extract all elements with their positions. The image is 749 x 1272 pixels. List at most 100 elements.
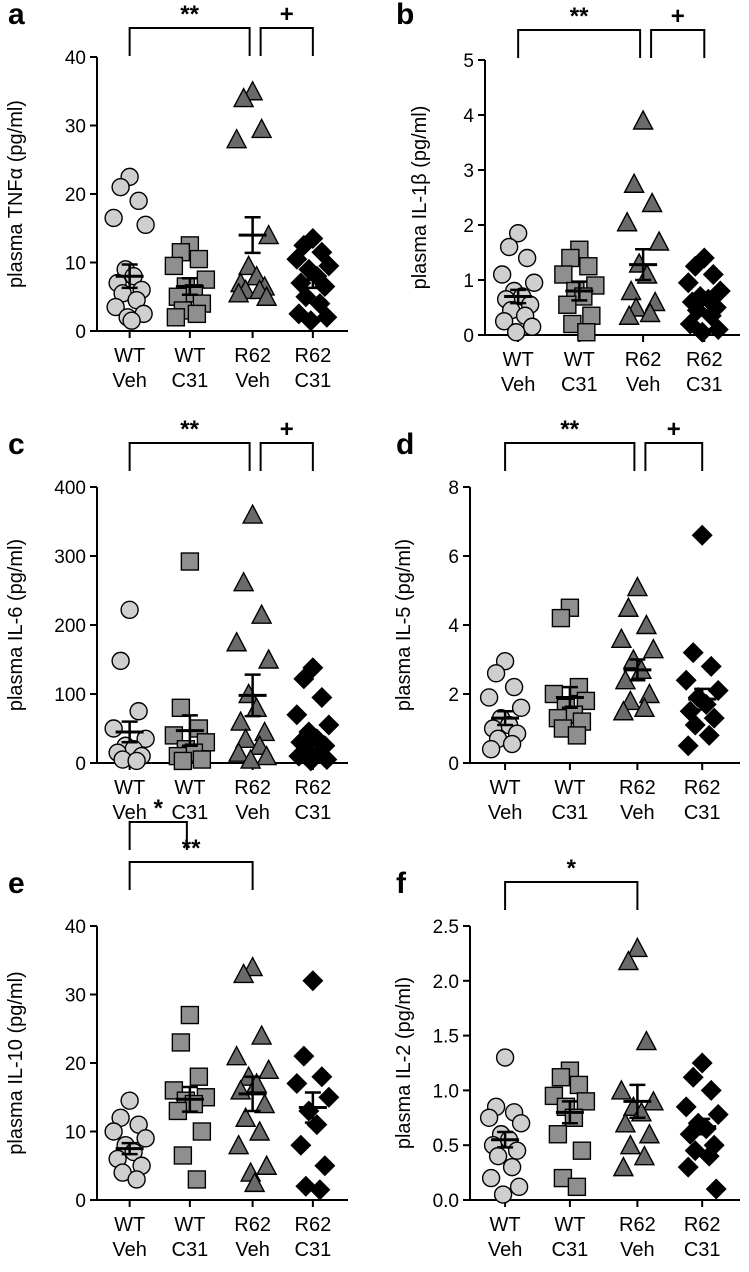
data-point <box>700 1079 722 1101</box>
data-point <box>232 962 255 984</box>
x-tick-label: WT <box>114 1214 145 1236</box>
significance-bracket <box>259 442 314 471</box>
data-point <box>617 596 640 617</box>
data-point <box>617 950 640 971</box>
data-point <box>707 680 729 702</box>
data-point <box>250 1024 273 1045</box>
data-point <box>314 275 336 297</box>
x-tick-label: Veh <box>620 1239 654 1261</box>
significance-bracket <box>128 27 251 56</box>
data-point <box>293 234 315 256</box>
data-point <box>626 936 649 958</box>
data-point <box>300 310 322 332</box>
data-point <box>610 1079 633 1100</box>
data-point <box>187 1170 207 1189</box>
y-tick-label: 0.0 <box>433 1191 459 1212</box>
data-point <box>691 321 713 343</box>
data-point <box>548 1125 568 1144</box>
y-axis-title: plasma IL-10 (pg/ml) <box>5 971 27 1154</box>
data-point <box>302 970 324 992</box>
x-tick-label: R62 <box>295 1214 332 1236</box>
panel-d: d 0 2 4 6 8 plasma IL-5 (pg/ml) WT Veh WT C31 R62 Ve… <box>393 416 740 824</box>
data-point <box>314 1155 336 1177</box>
data-point <box>318 1086 340 1108</box>
data-point <box>187 304 207 324</box>
data-point <box>120 600 139 620</box>
significance-bracket <box>128 821 188 850</box>
panel-label: d <box>396 428 414 461</box>
data-point <box>243 1171 266 1193</box>
data-point <box>225 1045 248 1066</box>
panel-e: e 0 10 20 30 40 plasma IL-10 (pg/ml) WT Veh WT C31… <box>5 795 348 1261</box>
x-tick-label: WT <box>174 345 205 367</box>
data-point <box>638 683 661 704</box>
y-tick-label: 2.0 <box>433 972 459 993</box>
y-tick-label: 8 <box>448 478 459 499</box>
data-point <box>173 751 193 771</box>
x-tick-label: Veh <box>112 1239 146 1261</box>
significance-bracket <box>259 27 314 56</box>
data-point <box>180 552 200 571</box>
data-point <box>619 1134 642 1155</box>
data-point <box>479 1108 499 1128</box>
x-tick-label: Veh <box>626 374 660 396</box>
y-tick-label: 6 <box>448 547 459 568</box>
x-tick-label: Veh <box>488 802 522 824</box>
data-point <box>675 1096 697 1118</box>
data-point <box>707 319 729 340</box>
y-axis-title: plasma IL-2 (pg/ml) <box>393 977 415 1149</box>
x-tick-label: WT <box>554 1214 585 1236</box>
x-tick-label: R62 <box>619 777 656 799</box>
significance-label: ** <box>180 416 199 443</box>
data-point <box>648 230 670 251</box>
data-point <box>705 1178 727 1200</box>
data-point <box>642 638 665 659</box>
data-point <box>551 1068 571 1087</box>
significance-label: + <box>280 416 294 443</box>
data-point <box>504 677 524 697</box>
y-tick-label: 0 <box>75 1191 86 1212</box>
data-point <box>707 1104 729 1126</box>
data-point <box>232 87 255 108</box>
data-point <box>250 117 273 139</box>
data-point <box>104 1122 123 1141</box>
data-point <box>632 109 654 130</box>
x-tick-label: C31 <box>295 802 332 824</box>
x-tick-label: C31 <box>561 374 598 396</box>
panel-label: e <box>8 867 25 900</box>
data-point <box>569 1075 589 1095</box>
data-point <box>129 191 148 211</box>
x-tick-label: R62 <box>625 349 662 371</box>
x-tick-label: R62 <box>684 1214 721 1236</box>
significance-label: + <box>280 1 294 28</box>
data-point <box>173 1146 193 1165</box>
significance-bracket <box>517 29 642 58</box>
y-tick-label: 1.0 <box>433 1081 459 1102</box>
data-point <box>495 1048 515 1067</box>
data-point <box>136 729 155 749</box>
y-axis-title: plasma IL-6 (pg/ml) <box>5 539 27 711</box>
x-tick-label: WT <box>114 777 145 799</box>
data-point <box>166 308 186 327</box>
x-tick-label: C31 <box>295 1239 332 1261</box>
x-tick-label: C31 <box>552 1239 589 1261</box>
data-point <box>120 1091 139 1110</box>
data-point <box>703 707 725 729</box>
data-point <box>554 265 573 284</box>
data-point <box>171 1033 191 1052</box>
x-tick-label: Veh <box>235 802 269 824</box>
x-tick-label: R62 <box>234 1214 271 1236</box>
y-tick-label: 20 <box>65 185 86 206</box>
data-point <box>122 311 141 330</box>
y-tick-label: 5 <box>463 51 474 72</box>
x-tick-label: C31 <box>684 1239 721 1261</box>
data-point <box>492 265 512 284</box>
data-point <box>614 1112 637 1133</box>
x-tick-label: WT <box>554 777 585 799</box>
data-point <box>507 1141 527 1160</box>
data-point <box>129 702 148 721</box>
y-tick-label: 30 <box>65 986 86 1007</box>
data-point <box>502 734 522 754</box>
data-point <box>257 1058 280 1080</box>
data-point <box>481 1168 501 1188</box>
